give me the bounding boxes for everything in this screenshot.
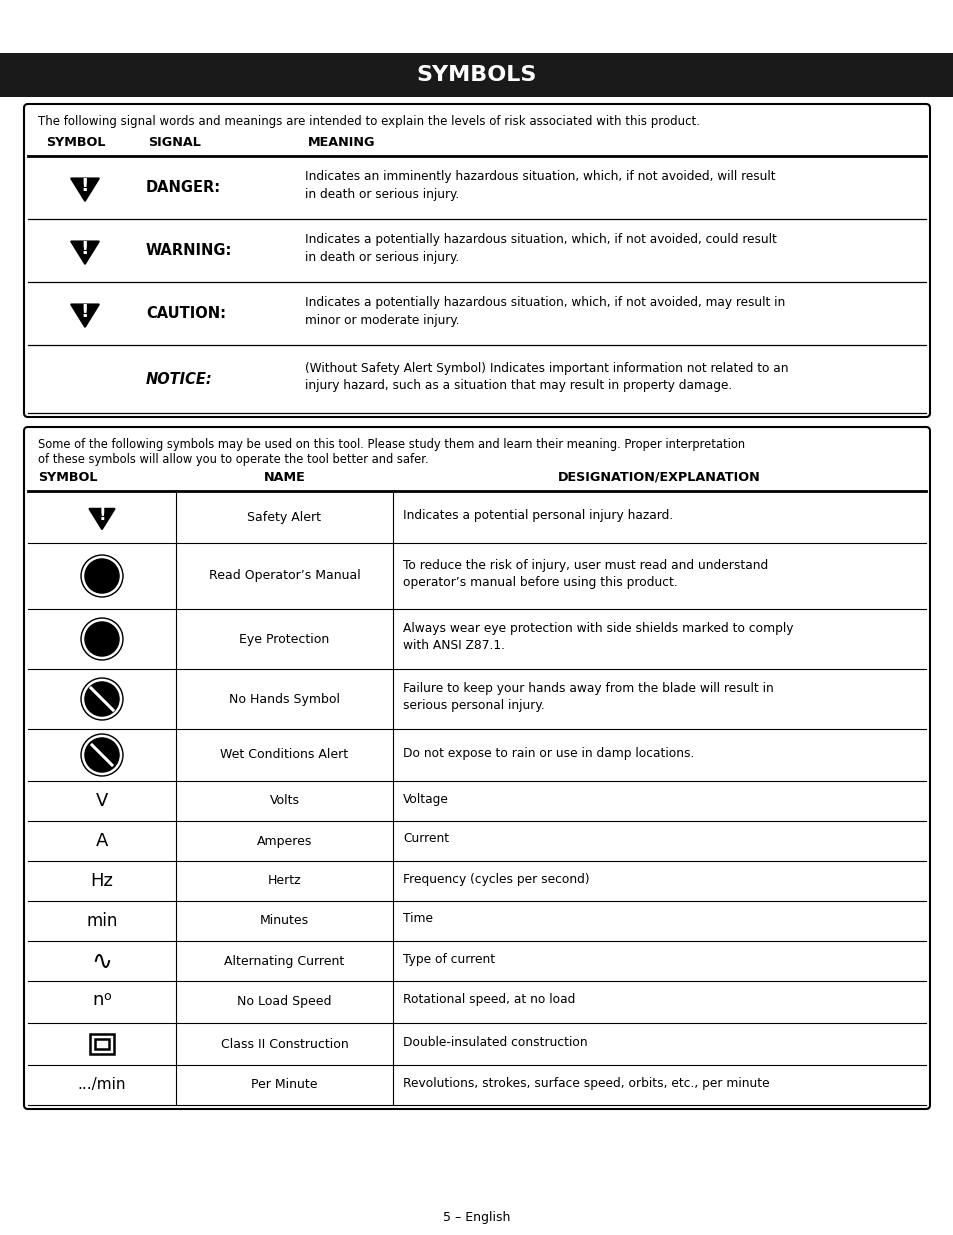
Text: A: A	[95, 832, 108, 850]
Text: Rotational speed, at no load: Rotational speed, at no load	[402, 993, 575, 1007]
Bar	[90, 1034, 113, 1053]
Text: (Without Safety Alert Symbol) Indicates important information not related to an
: (Without Safety Alert Symbol) Indicates …	[305, 362, 788, 393]
Text: CAUTION:: CAUTION:	[146, 306, 226, 321]
Text: DESIGNATION/EXPLANATION: DESIGNATION/EXPLANATION	[558, 471, 760, 484]
Text: Safety Alert: Safety Alert	[247, 510, 321, 524]
Text: Indicates an imminently hazardous situation, which, if not avoided, will result
: Indicates an imminently hazardous situat…	[305, 170, 775, 201]
Text: Do not expose to rain or use in damp locations.: Do not expose to rain or use in damp loc…	[402, 746, 694, 760]
Text: Class II Construction: Class II Construction	[220, 1037, 348, 1051]
Circle shape	[81, 555, 123, 597]
Circle shape	[81, 734, 123, 776]
Polygon shape	[89, 509, 114, 530]
Text: No Load Speed: No Load Speed	[237, 995, 332, 1009]
Text: Minutes: Minutes	[259, 914, 309, 927]
Text: V: V	[95, 792, 108, 810]
Text: Voltage: Voltage	[402, 793, 449, 805]
Text: SYMBOL: SYMBOL	[46, 136, 106, 149]
Text: Always wear eye protection with side shields marked to comply
with ANSI Z87.1.: Always wear eye protection with side shi…	[402, 621, 793, 652]
Text: Time: Time	[402, 913, 433, 925]
Text: 5 – English: 5 – English	[443, 1210, 510, 1224]
Text: No Hands Symbol: No Hands Symbol	[229, 693, 339, 705]
Text: Amperes: Amperes	[256, 835, 312, 847]
Text: of these symbols will allow you to operate the tool better and safer.: of these symbols will allow you to opera…	[38, 453, 428, 466]
Text: Read Operator’s Manual: Read Operator’s Manual	[209, 569, 360, 583]
Text: Hertz: Hertz	[268, 874, 301, 888]
Text: !: !	[81, 177, 90, 195]
Text: Frequency (cycles per second): Frequency (cycles per second)	[402, 872, 589, 885]
Text: n: n	[92, 990, 104, 1009]
Text: Indicates a potential personal injury hazard.: Indicates a potential personal injury ha…	[402, 509, 673, 521]
Polygon shape	[71, 178, 99, 201]
FancyBboxPatch shape	[0, 53, 953, 98]
Text: To reduce the risk of injury, user must read and understand
operator’s manual be: To reduce the risk of injury, user must …	[402, 558, 767, 589]
Text: WARNING:: WARNING:	[146, 243, 233, 258]
Text: !: !	[81, 240, 90, 258]
Circle shape	[81, 618, 123, 659]
Text: .../min: .../min	[77, 1077, 126, 1093]
Text: Some of the following symbols may be used on this tool. Please study them and le: Some of the following symbols may be use…	[38, 438, 744, 451]
Text: Hz: Hz	[91, 872, 113, 890]
Polygon shape	[71, 304, 99, 327]
Polygon shape	[71, 241, 99, 264]
Text: ∿: ∿	[91, 948, 112, 973]
Text: Revolutions, strokes, surface speed, orbits, etc., per minute: Revolutions, strokes, surface speed, orb…	[402, 1077, 769, 1089]
Text: !: !	[81, 303, 90, 321]
Text: SYMBOL: SYMBOL	[38, 471, 97, 484]
Text: SIGNAL: SIGNAL	[148, 136, 201, 149]
Circle shape	[81, 678, 123, 720]
Text: Per Minute: Per Minute	[251, 1078, 317, 1092]
Text: Alternating Current: Alternating Current	[224, 955, 344, 967]
Text: o: o	[103, 989, 111, 1003]
Text: DANGER:: DANGER:	[146, 180, 221, 195]
Text: Wet Conditions Alert: Wet Conditions Alert	[220, 748, 348, 762]
Text: Indicates a potentially hazardous situation, which, if not avoided, may result i: Indicates a potentially hazardous situat…	[305, 296, 784, 327]
Text: NOTICE:: NOTICE:	[146, 372, 213, 387]
Text: Type of current: Type of current	[402, 952, 495, 966]
Text: NAME: NAME	[263, 471, 305, 484]
Text: Double-insulated construction: Double-insulated construction	[402, 1035, 587, 1049]
Text: Current: Current	[402, 832, 449, 846]
Text: Indicates a potentially hazardous situation, which, if not avoided, could result: Indicates a potentially hazardous situat…	[305, 233, 776, 264]
Text: MEANING: MEANING	[308, 136, 375, 149]
Text: !: !	[98, 506, 106, 525]
Text: SYMBOLS: SYMBOLS	[416, 65, 537, 85]
Text: min: min	[86, 911, 117, 930]
Text: Volts: Volts	[269, 794, 299, 808]
Text: Failure to keep your hands away from the blade will result in
serious personal i: Failure to keep your hands away from the…	[402, 682, 773, 713]
Text: Eye Protection: Eye Protection	[239, 632, 330, 646]
Text: The following signal words and meanings are intended to explain the levels of ri: The following signal words and meanings …	[38, 115, 700, 128]
Bar	[95, 1039, 109, 1049]
